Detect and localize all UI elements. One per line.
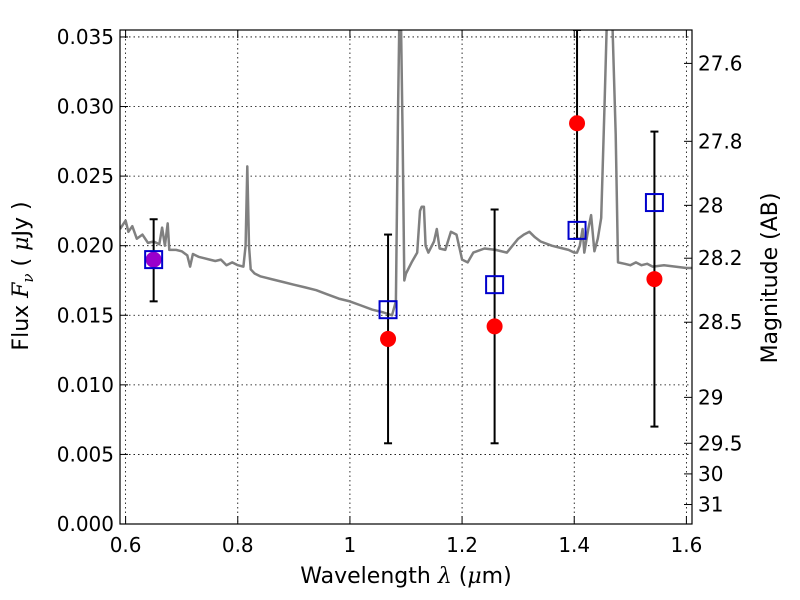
y-axis-label: Flux Fν ( μJy ) [9,201,37,350]
y2-tick-label: 31 [698,493,723,517]
x-tick-label: 0.8 [222,533,254,557]
y2-axis-ticks: 27.6 27.8 28 28.2 28.5 29 29.5 30 31 [684,51,743,517]
y2-tick-label: 29 [698,385,723,409]
y2-tick-label: 28.5 [698,310,743,334]
y-tick-label: 0.000 [57,512,114,536]
y2-tick-label: 30 [698,462,723,486]
y-tick-label: 0.015 [57,303,114,327]
y-tick-label: 0.035 [57,25,114,49]
y2-tick-label: 27.8 [698,129,743,153]
y2-axis-label: Magnitude (AB) [758,193,783,364]
y-tick-label: 0.020 [57,234,114,258]
y2-tick-label: 28 [698,193,723,217]
model-point [644,193,664,213]
y2-tick-label: 27.6 [698,51,743,75]
y2-tick-label: 29.5 [698,431,743,455]
model-spectrum [120,30,692,317]
x-tick-label: 1.2 [446,533,478,557]
y-tick-label: 0.010 [57,373,114,397]
x-axis-label: Wavelength λ (μm) [300,564,511,589]
y-tick-label: 0.005 [57,442,114,466]
observed-point [380,330,397,347]
y-tick-label: 0.030 [57,95,114,119]
x-tick-label: 1 [344,533,357,557]
observed-point [145,251,162,268]
y-axis-ticks: 0.000 0.005 0.010 0.015 0.020 0.025 0.030 0.035 [57,25,128,536]
x-tick-label: 1.4 [558,533,590,557]
model-point [144,250,164,270]
x-axis-ticks: 0.6 0.8 1 1.2 1.4 1.6 [110,30,702,557]
y-tick-label: 0.025 [57,164,114,188]
observed-point [646,271,663,288]
model-point [378,300,398,320]
y2-tick-label: 28.2 [698,246,743,270]
observed-point [569,115,586,132]
model-point [485,275,505,295]
model-point [567,220,587,240]
x-tick-label: 1.6 [670,533,702,557]
plot-frame [119,29,693,525]
x-tick-label: 0.6 [110,533,142,557]
observed-point [486,318,503,335]
markers [144,115,664,347]
model-spectrum-line [120,30,692,317]
